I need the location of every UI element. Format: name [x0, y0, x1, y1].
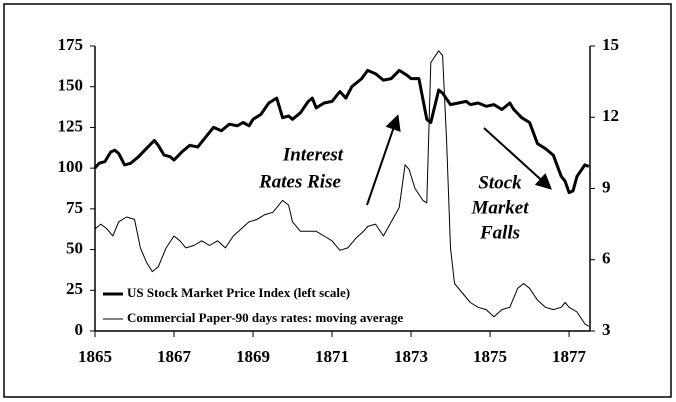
- y-tick-label: 25: [66, 279, 83, 298]
- y2-tick-label: 6: [602, 249, 611, 268]
- y2-tick-label: 12: [602, 106, 619, 125]
- y-tick-label: 75: [66, 198, 83, 217]
- x-tick-label: 1873: [394, 347, 428, 366]
- x-tick-label: 1869: [236, 347, 270, 366]
- x-tick-label: 1871: [315, 347, 349, 366]
- x-tick-label: 1875: [473, 347, 507, 366]
- y2-tick-label: 9: [602, 177, 611, 196]
- y-tick-label: 175: [58, 35, 84, 54]
- x-tick-label: 1865: [78, 347, 112, 366]
- y2-tick-label: 3: [602, 320, 611, 339]
- annotation: Interest: [282, 144, 344, 165]
- arrow: [483, 127, 552, 190]
- x-tick-label: 1867: [157, 347, 192, 366]
- annotation: Rates Rise: [258, 171, 341, 192]
- y-tick-label: 125: [58, 116, 84, 135]
- y-tick-label: 150: [58, 76, 84, 95]
- annotation: Market: [471, 197, 530, 218]
- y-tick-label: 50: [66, 238, 83, 257]
- y-tick-label: 100: [58, 157, 84, 176]
- series-line: [93, 68, 590, 195]
- x-tick-label: 1877: [552, 347, 587, 366]
- arrow: [366, 114, 401, 206]
- series-line: [94, 50, 590, 327]
- y2-tick-label: 15: [602, 35, 619, 54]
- y-tick-label: 0: [75, 320, 84, 339]
- legend-label: US Stock Market Price Index (left scale): [127, 285, 350, 300]
- frame: [3, 3, 672, 398]
- legend-label: Commercial Paper-90 days rates: moving a…: [127, 310, 403, 325]
- annotation: Stock: [478, 172, 522, 193]
- annotation: Falls: [479, 222, 520, 243]
